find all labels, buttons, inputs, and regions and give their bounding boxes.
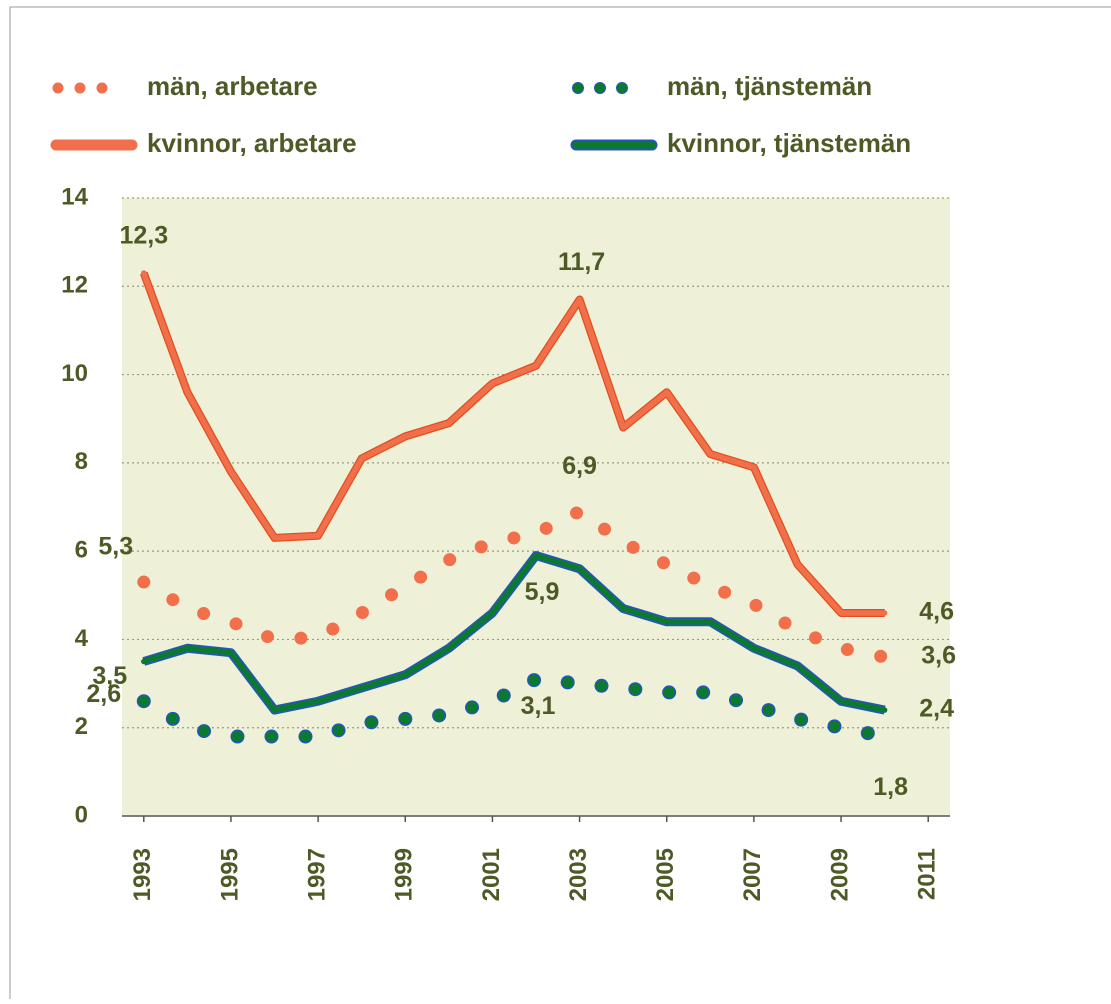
legend-label: kvinnor, arbetare <box>147 128 357 158</box>
data-label: 6,9 <box>562 452 597 480</box>
y-tick-label: 2 <box>75 713 88 740</box>
x-tick-label: 1995 <box>216 848 243 901</box>
legend-marker <box>594 82 606 94</box>
data-label: 5,9 <box>525 578 560 606</box>
y-tick-label: 10 <box>61 360 88 387</box>
x-tick-label: 2009 <box>826 848 853 901</box>
plot-area <box>122 198 950 816</box>
x-tick-label: 1999 <box>391 848 418 901</box>
x-tick-label: 1993 <box>129 848 156 901</box>
y-tick-label: 6 <box>75 536 88 563</box>
legend-marker <box>74 82 86 94</box>
y-tick-label: 8 <box>75 448 88 475</box>
data-label: 4,6 <box>919 598 954 626</box>
x-tick-label: 1997 <box>303 848 330 901</box>
series-line <box>138 673 891 743</box>
legend-marker <box>52 82 64 94</box>
x-tick-label: 2001 <box>478 848 505 901</box>
legend-marker <box>572 82 584 94</box>
y-tick-label: 14 <box>61 183 88 210</box>
data-label: 2,4 <box>919 695 954 723</box>
y-tick-label: 12 <box>61 272 88 299</box>
data-label: 3,5 <box>92 662 127 690</box>
data-label: 12,3 <box>119 222 168 250</box>
x-tick-label: 2011 <box>914 848 941 900</box>
legend-label: män, arbetare <box>147 71 318 101</box>
x-tick-label: 2003 <box>565 848 592 901</box>
legend-label: kvinnor, tjänstemän <box>667 128 911 158</box>
legend-marker <box>96 82 108 94</box>
y-tick-label: 0 <box>75 801 88 828</box>
series-line <box>137 504 892 664</box>
legend-label: män, tjänstemän <box>667 71 872 101</box>
series-line <box>141 552 888 713</box>
data-label: 1,8 <box>873 773 908 801</box>
x-tick-label: 2007 <box>739 848 766 901</box>
data-label: 3,1 <box>521 692 556 720</box>
series-line <box>141 270 888 616</box>
data-label: 5,3 <box>98 533 133 561</box>
x-tick-label: 2005 <box>652 848 679 901</box>
data-label: 3,6 <box>921 642 956 670</box>
y-tick-label: 4 <box>75 625 89 652</box>
frame <box>9 6 1111 1004</box>
data-label: 2,6 <box>86 680 121 708</box>
data-label: 11,7 <box>558 248 605 276</box>
legend-marker <box>616 82 628 94</box>
